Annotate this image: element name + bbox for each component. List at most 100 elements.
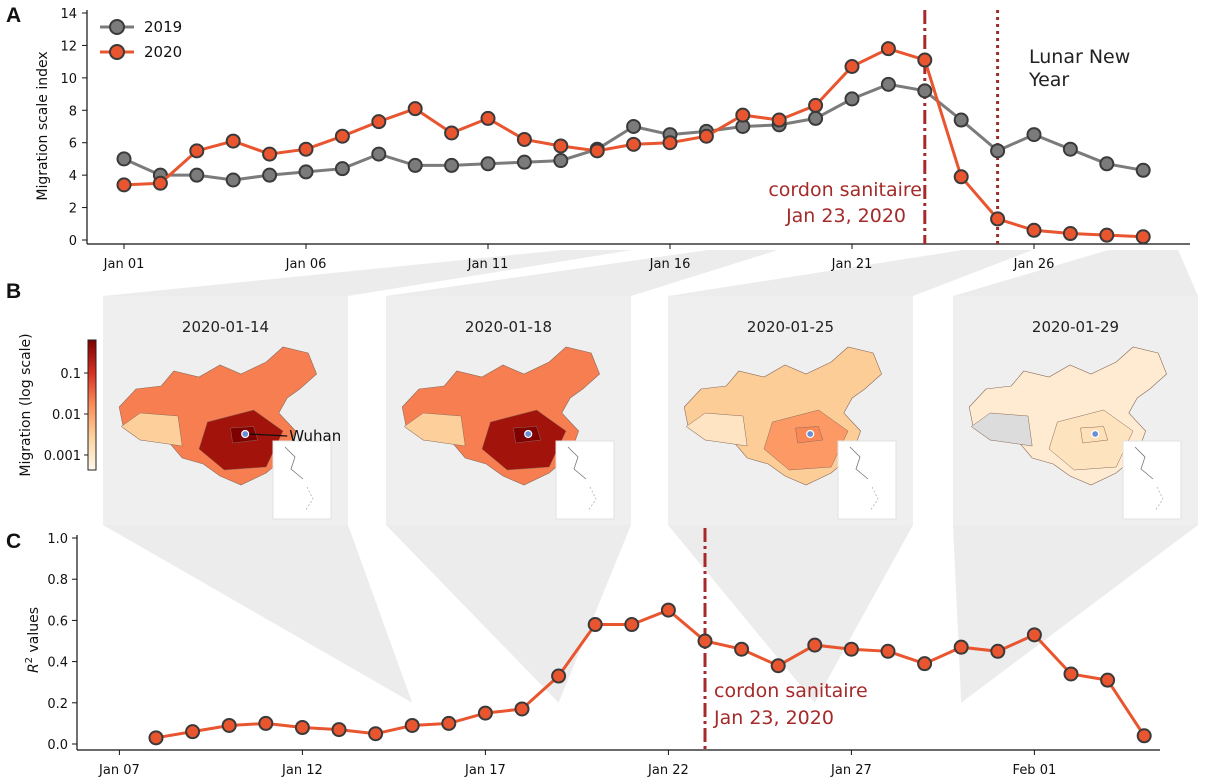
data-point-2020 (334, 128, 350, 144)
r2-data-point (221, 717, 237, 733)
panel-c-axes: 0.0 0.2 0.4 0.6 0.8 1.0 Jan 07 Jan 12 Jan 17 Jan … (47, 532, 1160, 778)
data-point-2020 (116, 177, 132, 193)
colorbar-ticks: 0.1 0.01 0.001 (44, 367, 88, 464)
r2-data-point (624, 617, 640, 633)
wuhan-marker (241, 429, 250, 439)
lunar-new-year-line2: Year (1028, 69, 1069, 91)
panel-a-ylabel: Migration scale index (35, 51, 51, 200)
wedge-upper (386, 250, 778, 296)
r2-data-point (185, 724, 201, 740)
data-point-2019 (808, 110, 824, 126)
r2-data-point (807, 637, 823, 653)
panel-c-xtick-label: Jan 12 (281, 763, 323, 778)
r2-data-point (404, 717, 420, 733)
r2-data-point (1026, 627, 1042, 643)
data-point-2020 (553, 138, 569, 154)
data-point-2020 (189, 143, 205, 159)
south-china-sea-inset (555, 440, 615, 520)
panel-label-a: A (6, 4, 21, 27)
data-point-2020 (844, 59, 860, 75)
data-point-2020 (516, 131, 532, 147)
data-point-2019 (626, 119, 642, 134)
panel-c-ylabel-rest: values (26, 607, 42, 657)
colorbar-label: Migration (log scale) (18, 333, 34, 476)
wedge-upper (103, 250, 633, 296)
wedge-lower (953, 525, 1198, 703)
wuhan-marker (524, 429, 533, 439)
panel-a-series (116, 41, 1151, 245)
data-point-2020 (771, 112, 787, 128)
r2-data-point (843, 641, 859, 657)
wedge-lower (103, 525, 413, 703)
colorbar-tick-label: 0.001 (44, 449, 81, 464)
panel-c-ytick-label: 0.4 (47, 656, 68, 671)
panel-a-xtick-label: Jan 11 (467, 257, 509, 272)
data-point-2019 (1026, 127, 1042, 143)
panel-c-xtick-label: Jan 27 (830, 763, 872, 778)
wedge-lower (668, 525, 913, 703)
data-point-2020 (626, 136, 642, 152)
data-point-2019 (990, 143, 1006, 159)
panel-a-xtick-label: Jan 26 (1013, 257, 1055, 272)
map-region-west (970, 412, 1033, 447)
data-point-2020 (990, 211, 1006, 227)
r2-data-point (697, 633, 713, 649)
map-date-label: 2020-01-25 (747, 318, 834, 336)
panel-c-ytick-label: 1.0 (47, 532, 68, 547)
panel-c-ytick-label: 0.8 (47, 573, 68, 588)
panel-c-xtick-label: Feb 01 (1013, 763, 1057, 778)
data-point-2020 (917, 52, 933, 68)
inset-coastline (567, 446, 587, 480)
panel-a-ytick-label: 0 (69, 234, 77, 249)
data-point-2020 (225, 133, 241, 149)
data-point-2019 (953, 112, 969, 128)
data-point-2020 (589, 143, 605, 159)
data-point-2019 (1099, 156, 1115, 172)
panel-a: A Migration scale index 0 2 4 6 8 10 12 14 Jan 0… (6, 4, 1190, 272)
panel-c-ylabel: R2 values (24, 607, 42, 673)
data-point-2020 (480, 110, 496, 126)
panel-a-xtick-label: Jan 06 (285, 257, 327, 272)
data-point-2020 (298, 141, 314, 157)
data-point-2019 (880, 76, 896, 92)
data-point-2019 (116, 151, 132, 167)
data-point-2020 (662, 135, 678, 151)
south-china-sea-inset (272, 440, 332, 520)
data-point-2020 (407, 101, 423, 117)
data-point-2019 (262, 167, 278, 183)
legend: 2019 2020 (100, 18, 182, 61)
south-china-sea-inset (837, 440, 897, 520)
r2-data-point (551, 668, 567, 684)
colorbar-tick-label: 0.1 (60, 367, 81, 382)
r2-data-point (953, 639, 969, 655)
data-point-2020 (262, 146, 278, 162)
panel-a-axes: 0 2 4 6 8 10 12 14 Jan 01 Jan 06 Jan 11 Jan 16 Jan 2… (60, 7, 1190, 272)
panel-c-xtick-label: Jan 17 (464, 763, 506, 778)
data-point-2020 (371, 114, 387, 130)
panel-a-ytick-label: 10 (60, 72, 77, 87)
panel-c-ytick-label: 0.2 (47, 697, 68, 712)
south-china-sea-inset (1122, 440, 1182, 520)
panel-label-b: B (6, 280, 21, 303)
data-point-2019 (917, 83, 933, 99)
panel-a-ytick-label: 8 (69, 104, 77, 119)
legend-label-2020: 2020 (144, 43, 182, 61)
data-point-2019 (225, 172, 241, 188)
r2-data-point (990, 643, 1006, 659)
panel-a-cordon-line2: Jan 23, 2020 (785, 205, 906, 227)
data-point-2019 (844, 91, 860, 107)
panel-a-ytick-label: 14 (60, 7, 77, 22)
r2-data-point (331, 722, 347, 738)
wedge-upper (953, 250, 1198, 296)
data-point-2020 (953, 169, 969, 185)
inset-coastline (849, 446, 869, 480)
panel-a-xtick-label: Jan 01 (103, 257, 145, 272)
panel-a-ytick-label: 2 (69, 202, 77, 217)
r2-series-line (155, 608, 1146, 740)
data-point-2020 (1062, 226, 1078, 242)
inset-dashed-line (304, 486, 314, 512)
data-point-2019 (1135, 162, 1151, 178)
map-panel: 2020-01-25 (668, 296, 913, 525)
